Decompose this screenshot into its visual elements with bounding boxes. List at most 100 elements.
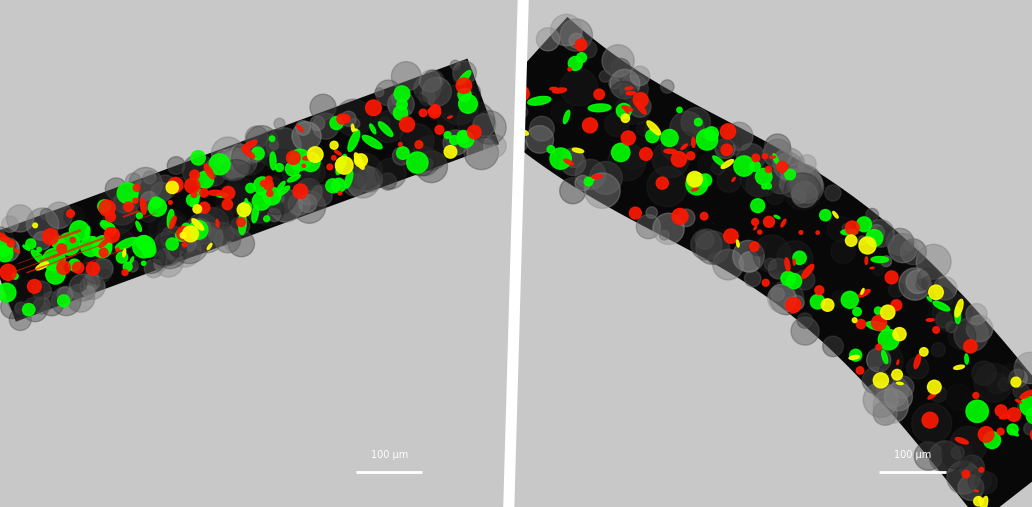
Circle shape xyxy=(64,206,85,227)
Circle shape xyxy=(42,229,59,244)
Circle shape xyxy=(33,297,51,314)
Circle shape xyxy=(867,220,895,247)
Circle shape xyxy=(615,99,628,112)
Circle shape xyxy=(799,231,803,234)
Ellipse shape xyxy=(23,245,30,250)
Circle shape xyxy=(966,315,993,342)
Circle shape xyxy=(987,373,1007,393)
Circle shape xyxy=(873,373,889,388)
Circle shape xyxy=(711,162,724,175)
Circle shape xyxy=(876,375,908,407)
Circle shape xyxy=(206,159,220,173)
Circle shape xyxy=(107,195,137,225)
Circle shape xyxy=(209,206,233,229)
Circle shape xyxy=(33,223,37,228)
Circle shape xyxy=(68,259,80,271)
Ellipse shape xyxy=(802,264,814,278)
Circle shape xyxy=(931,343,945,357)
Ellipse shape xyxy=(553,88,567,93)
Circle shape xyxy=(862,367,889,393)
Circle shape xyxy=(686,152,695,160)
Circle shape xyxy=(6,205,34,232)
Circle shape xyxy=(379,117,390,128)
Circle shape xyxy=(253,192,270,210)
Circle shape xyxy=(394,149,407,162)
Circle shape xyxy=(995,405,1007,417)
Circle shape xyxy=(958,475,983,500)
Circle shape xyxy=(444,146,457,158)
Circle shape xyxy=(594,89,605,99)
Circle shape xyxy=(757,230,762,234)
Circle shape xyxy=(415,141,423,149)
Circle shape xyxy=(793,190,806,204)
Circle shape xyxy=(247,145,264,162)
Circle shape xyxy=(254,177,271,194)
Circle shape xyxy=(781,271,795,285)
Circle shape xyxy=(637,214,660,239)
Circle shape xyxy=(116,248,119,251)
Circle shape xyxy=(142,243,156,257)
Circle shape xyxy=(376,80,401,105)
Circle shape xyxy=(154,232,181,259)
Circle shape xyxy=(610,69,640,99)
Circle shape xyxy=(144,259,163,278)
Circle shape xyxy=(579,41,596,58)
Circle shape xyxy=(84,274,100,290)
Circle shape xyxy=(330,141,338,149)
Circle shape xyxy=(189,218,211,240)
Circle shape xyxy=(849,349,862,361)
Circle shape xyxy=(196,207,200,211)
Circle shape xyxy=(660,80,674,93)
Ellipse shape xyxy=(956,438,968,444)
Circle shape xyxy=(302,164,314,175)
Circle shape xyxy=(209,154,230,175)
Circle shape xyxy=(928,302,959,333)
Circle shape xyxy=(357,167,382,192)
Ellipse shape xyxy=(927,297,932,301)
Ellipse shape xyxy=(238,212,247,235)
Ellipse shape xyxy=(130,257,134,263)
Ellipse shape xyxy=(36,262,49,270)
Circle shape xyxy=(190,170,199,179)
Circle shape xyxy=(744,270,761,287)
Circle shape xyxy=(899,268,931,300)
Ellipse shape xyxy=(849,355,860,359)
Ellipse shape xyxy=(954,365,965,370)
Circle shape xyxy=(724,122,753,151)
Circle shape xyxy=(46,202,72,229)
Circle shape xyxy=(419,90,434,105)
Circle shape xyxy=(954,317,989,352)
Circle shape xyxy=(784,297,798,310)
Circle shape xyxy=(118,190,140,212)
Ellipse shape xyxy=(897,360,899,365)
Circle shape xyxy=(133,180,154,201)
Circle shape xyxy=(923,412,938,428)
Ellipse shape xyxy=(302,155,316,160)
Circle shape xyxy=(609,78,620,89)
Ellipse shape xyxy=(625,87,633,90)
Circle shape xyxy=(529,116,554,141)
Circle shape xyxy=(457,102,494,139)
Circle shape xyxy=(155,259,167,271)
Circle shape xyxy=(863,382,898,417)
Circle shape xyxy=(852,307,862,316)
Circle shape xyxy=(346,153,383,190)
Circle shape xyxy=(375,88,384,97)
Ellipse shape xyxy=(664,149,677,154)
Ellipse shape xyxy=(753,226,756,230)
Ellipse shape xyxy=(169,216,176,229)
Circle shape xyxy=(428,106,441,118)
Circle shape xyxy=(4,275,17,288)
Circle shape xyxy=(949,426,987,463)
Circle shape xyxy=(151,183,171,203)
Circle shape xyxy=(141,261,146,266)
Circle shape xyxy=(99,200,116,216)
Ellipse shape xyxy=(1000,415,1010,419)
Circle shape xyxy=(766,166,772,172)
Circle shape xyxy=(662,133,688,161)
Circle shape xyxy=(828,216,853,242)
Circle shape xyxy=(400,124,434,158)
Circle shape xyxy=(342,115,350,123)
Circle shape xyxy=(69,274,96,301)
Circle shape xyxy=(697,129,717,150)
